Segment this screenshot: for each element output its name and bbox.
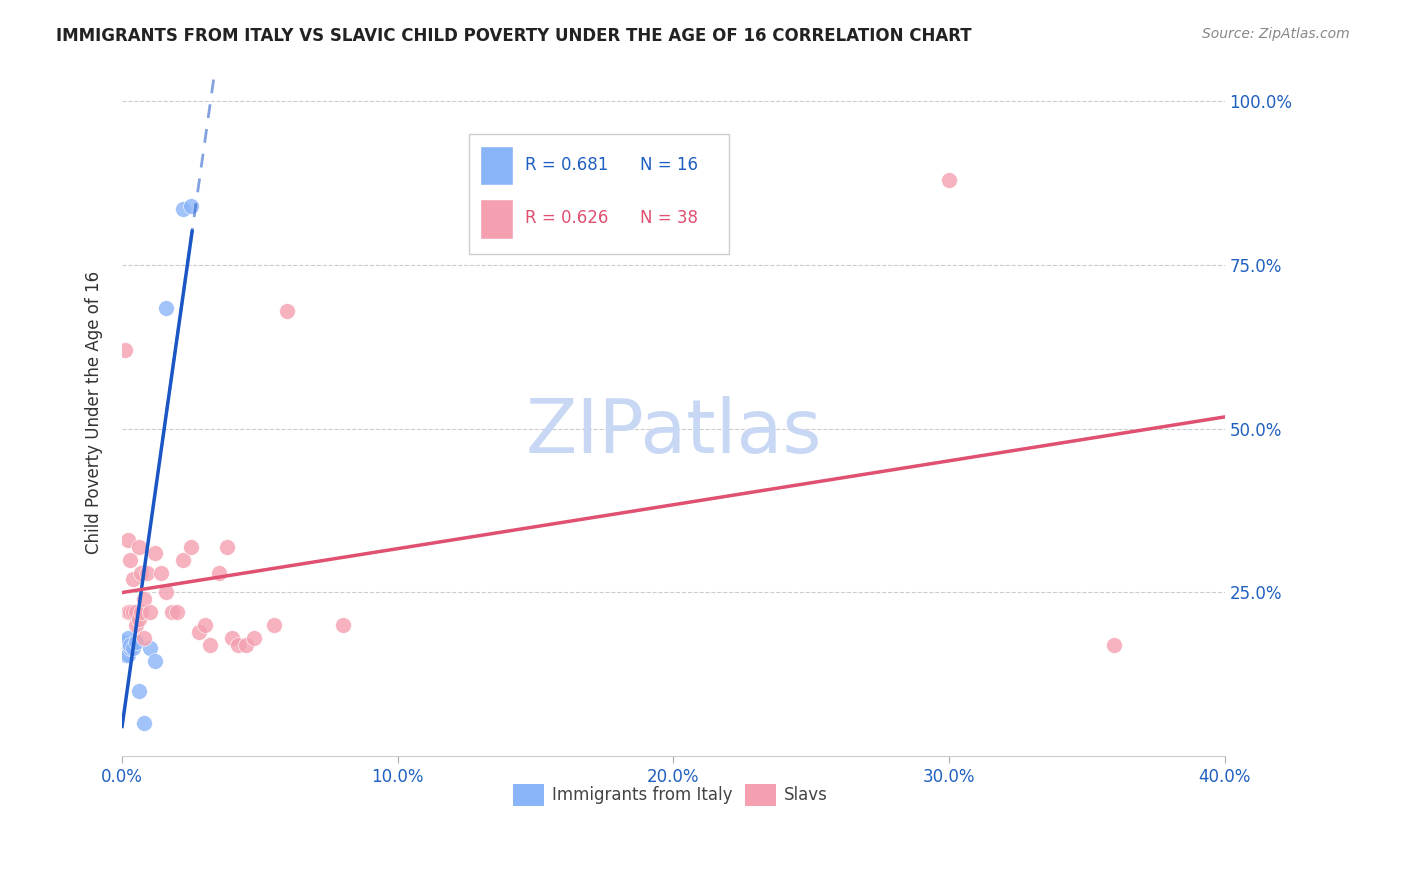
Point	[114, 648, 136, 662]
Text: Slavs: Slavs	[783, 786, 828, 804]
Point	[172, 202, 194, 217]
Point	[117, 632, 139, 646]
Point	[188, 624, 211, 639]
Point	[155, 585, 177, 599]
Point	[132, 716, 155, 731]
Point	[120, 641, 142, 656]
Point	[112, 634, 135, 648]
Point	[143, 654, 166, 668]
Point	[125, 634, 148, 648]
Text: Source: ZipAtlas.com: Source: ZipAtlas.com	[1202, 27, 1350, 41]
Point	[172, 552, 194, 566]
FancyBboxPatch shape	[481, 199, 513, 239]
Point	[131, 605, 153, 619]
Point	[194, 618, 217, 632]
Point	[120, 605, 142, 619]
Point	[125, 605, 148, 619]
Point	[180, 540, 202, 554]
Point	[938, 173, 960, 187]
Text: N = 38: N = 38	[640, 210, 699, 227]
Text: N = 16: N = 16	[640, 156, 699, 174]
Text: R = 0.626: R = 0.626	[524, 210, 607, 227]
Point	[117, 648, 139, 662]
Point	[332, 618, 354, 632]
Point	[160, 605, 183, 619]
Text: R = 0.681: R = 0.681	[524, 156, 607, 174]
Point	[221, 632, 243, 646]
Point	[1104, 638, 1126, 652]
Point	[114, 343, 136, 358]
FancyBboxPatch shape	[470, 134, 728, 254]
Point	[138, 605, 160, 619]
Point	[122, 605, 145, 619]
Text: IMMIGRANTS FROM ITALY VS SLAVIC CHILD POVERTY UNDER THE AGE OF 16 CORRELATION CH: IMMIGRANTS FROM ITALY VS SLAVIC CHILD PO…	[56, 27, 972, 45]
Point	[128, 612, 150, 626]
Point	[166, 605, 188, 619]
Point	[115, 641, 138, 656]
Point	[138, 641, 160, 656]
Point	[132, 592, 155, 607]
Point	[243, 632, 266, 646]
Point	[235, 638, 257, 652]
Point	[128, 683, 150, 698]
Point	[128, 540, 150, 554]
Text: Immigrants from Italy: Immigrants from Italy	[553, 786, 733, 804]
Point	[132, 632, 155, 646]
Point	[207, 566, 229, 580]
Y-axis label: Child Poverty Under the Age of 16: Child Poverty Under the Age of 16	[86, 271, 103, 554]
Point	[120, 638, 142, 652]
Point	[200, 638, 222, 652]
Point	[155, 301, 177, 315]
Point	[120, 552, 142, 566]
FancyBboxPatch shape	[745, 784, 776, 805]
Text: ZIPatlas: ZIPatlas	[526, 396, 821, 469]
Point	[122, 573, 145, 587]
Point	[149, 566, 172, 580]
Point	[263, 618, 285, 632]
Point	[143, 546, 166, 560]
Point	[276, 303, 298, 318]
Point	[117, 533, 139, 547]
Point	[135, 566, 157, 580]
Point	[226, 638, 249, 652]
Point	[122, 641, 145, 656]
Point	[117, 605, 139, 619]
FancyBboxPatch shape	[481, 145, 513, 186]
Point	[215, 540, 238, 554]
Point	[125, 618, 148, 632]
Point	[180, 199, 202, 213]
Point	[131, 566, 153, 580]
FancyBboxPatch shape	[513, 784, 544, 805]
